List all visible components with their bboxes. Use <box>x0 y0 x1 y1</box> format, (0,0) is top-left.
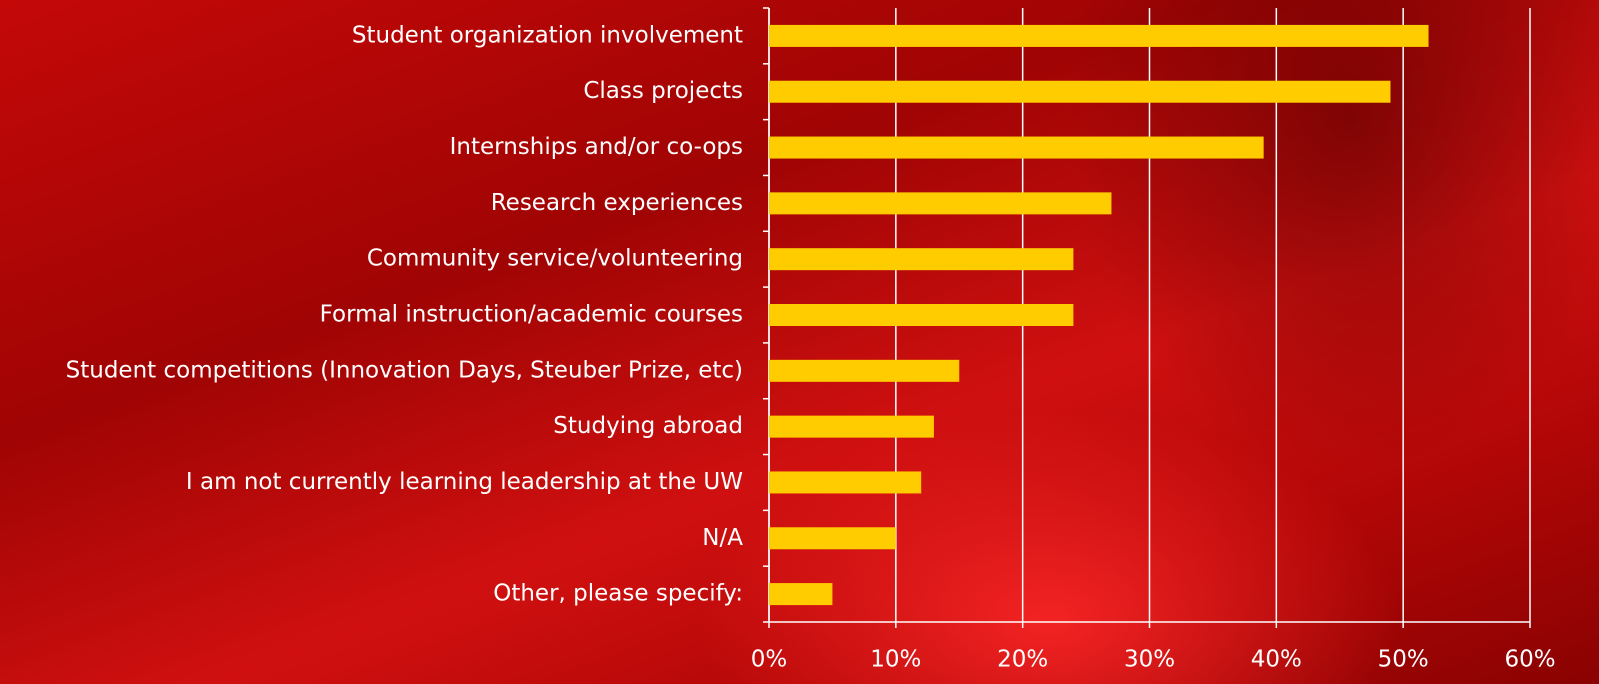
bar <box>769 136 1264 159</box>
bar <box>769 359 960 382</box>
bar <box>769 80 1391 103</box>
y-tick-label: I am not currently learning leadership a… <box>186 469 743 495</box>
bar <box>769 24 1429 47</box>
x-tick-label: 60% <box>1504 647 1555 673</box>
y-tick-label: Studying abroad <box>553 413 743 439</box>
y-tick-label: Research experiences <box>491 190 743 216</box>
x-tick-label: 0% <box>751 647 788 673</box>
x-tick-label: 40% <box>1251 647 1302 673</box>
x-tick-label: 20% <box>997 647 1048 673</box>
y-tick-label: Student organization involvement <box>352 22 743 48</box>
y-tick-label: Community service/volunteering <box>367 246 743 272</box>
bar <box>769 583 833 606</box>
y-tick-label: Class projects <box>583 78 743 104</box>
bar <box>769 415 934 438</box>
bar <box>769 527 896 550</box>
bar <box>769 471 922 494</box>
y-tick-label: Internships and/or co-ops <box>450 134 743 160</box>
bar <box>769 248 1074 271</box>
x-tick-label: 10% <box>870 647 921 673</box>
y-tick-label: Formal instruction/academic courses <box>320 302 743 328</box>
y-tick-label: Other, please specify: <box>493 581 743 607</box>
x-tick-label: 50% <box>1378 647 1429 673</box>
bar <box>769 304 1074 326</box>
y-tick-label: Student competitions (Innovation Days, S… <box>66 357 743 383</box>
y-tick-label: N/A <box>702 525 743 551</box>
x-tick-label: 30% <box>1124 647 1175 673</box>
bar <box>769 192 1112 215</box>
